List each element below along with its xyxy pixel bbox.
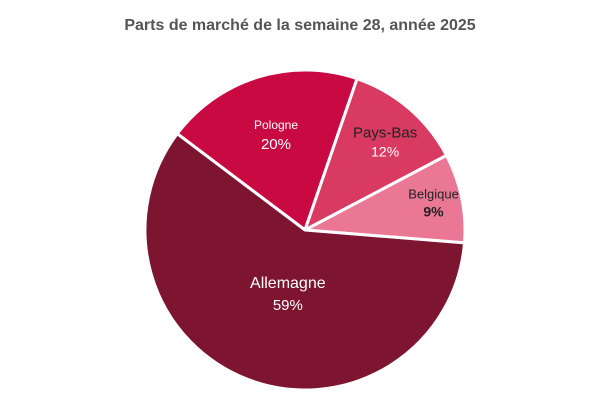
pie-slice-allemagne bbox=[143, 131, 467, 392]
pie-slice-pologne bbox=[175, 68, 359, 233]
slice-label-allemagne: Allemagne bbox=[250, 275, 326, 292]
slice-label-belgique: Belgique bbox=[408, 187, 459, 202]
slice-value-belgique: 9% bbox=[423, 204, 444, 220]
slice-label-pologne: Pologne bbox=[254, 118, 298, 132]
slice-value-allemagne: 59% bbox=[273, 297, 303, 314]
slice-value-pologne: 20% bbox=[261, 136, 291, 153]
slice-label-pays-bas: Pays-Bas bbox=[353, 124, 417, 141]
pie-slice-pays-bas bbox=[302, 76, 449, 234]
chart-title: Parts de marché de la semaine 28, année … bbox=[124, 17, 476, 34]
pie-slice-belgique bbox=[299, 153, 467, 245]
slice-value-pays-bas: 12% bbox=[371, 143, 399, 159]
